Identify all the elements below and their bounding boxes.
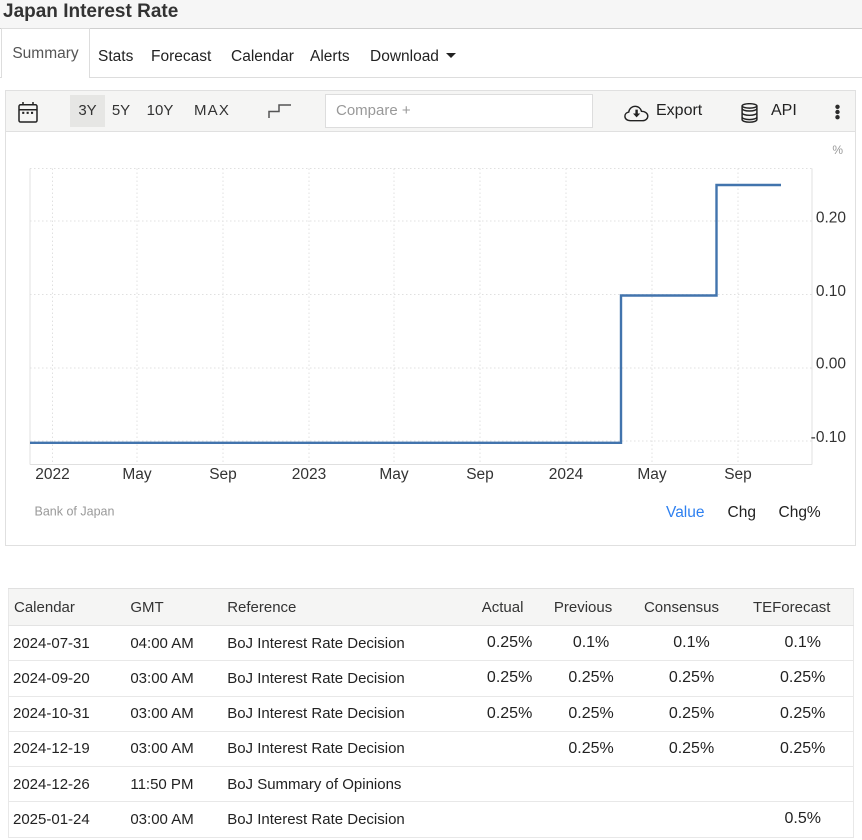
svg-text:Chg: Chg (728, 504, 756, 521)
svg-text:0.00: 0.00 (816, 356, 847, 373)
svg-text:2022: 2022 (35, 466, 69, 483)
svg-text:Bank of Japan: Bank of Japan (35, 505, 115, 519)
svg-text:0.20: 0.20 (816, 209, 847, 226)
svg-text:-0.10: -0.10 (811, 429, 847, 446)
svg-text:Sep: Sep (209, 466, 237, 483)
svg-text:Chg%: Chg% (779, 504, 821, 521)
svg-text:May: May (379, 466, 409, 483)
svg-text:Sep: Sep (724, 466, 752, 483)
svg-text:May: May (637, 466, 667, 483)
svg-text:%: % (832, 143, 843, 157)
svg-text:2024: 2024 (549, 466, 584, 483)
svg-text:0.10: 0.10 (816, 283, 847, 300)
svg-text:2023: 2023 (292, 466, 326, 483)
svg-text:May: May (122, 466, 152, 483)
svg-text:Sep: Sep (466, 466, 494, 483)
svg-text:Value: Value (666, 504, 705, 521)
